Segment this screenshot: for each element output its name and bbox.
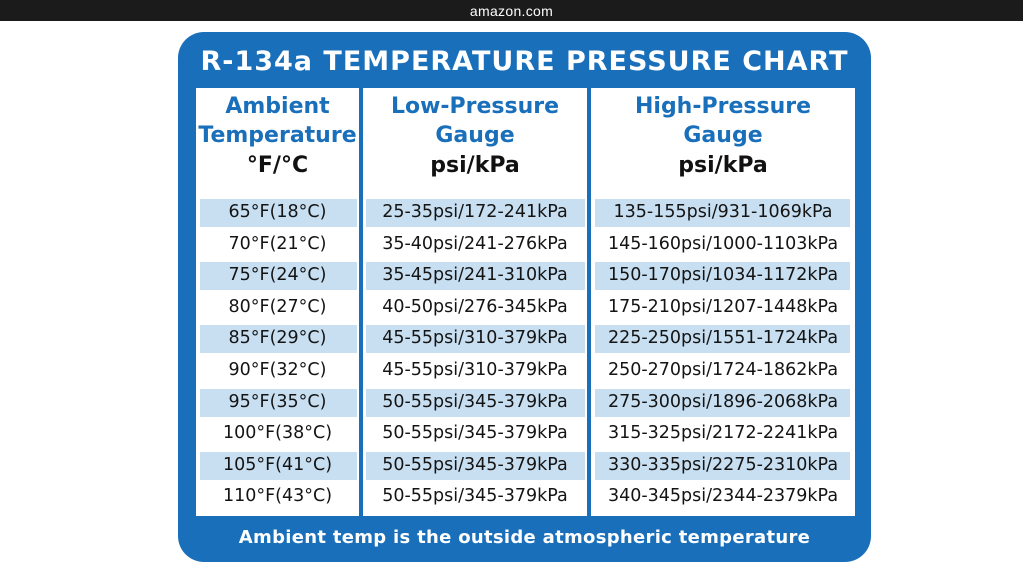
row-stripe	[366, 262, 585, 291]
pressure-chart-card: R-134a TEMPERATURE PRESSURE CHART Ambien…	[178, 32, 871, 562]
ambient-temp-cell: 75°F(24°C)	[228, 265, 327, 286]
high-pressure-cell: 145-160psi/1000-1103kPa	[607, 233, 839, 254]
header-high-pressure-gauge: High-Pressure Gauge psi/kPa	[634, 94, 811, 178]
row-stripe	[595, 325, 850, 354]
browser-top-bar: amazon.com	[0, 0, 1023, 21]
high-pressure-cell: 175-210psi/1207-1448kPa	[607, 296, 839, 317]
table-row: 80°F(27°C) 40-50psi/276-345kPa 175-210psi/…	[196, 292, 855, 323]
pressure-table: Ambient Temperature °F/°C Low-Pressure G…	[196, 88, 855, 516]
row-stripe	[366, 451, 585, 480]
high-pressure-cell: 330-335psi/2275-2310kPa	[607, 454, 839, 475]
high-pressure-cell: 250-270psi/1724-1862kPa	[607, 360, 839, 380]
ambient-temp-cell: 105°F(41°C)	[222, 454, 333, 475]
table-row: 95°F(35°C) 50-55psi/345-379kPa 275-300psi/…	[196, 387, 855, 418]
low-pressure-cell: 35-40psi/241-276kPa	[382, 233, 568, 254]
table-row: 65°F(18°C) 25-35psi/172-241kPa 135-155psi/…	[196, 197, 855, 228]
ambient-temp-cell: 90°F(32°C)	[228, 360, 327, 380]
table-row: 105°F(41°C) 50-55psi/345-379kPa 330-335psi…	[196, 450, 855, 481]
chart-title: R-134a TEMPERATURE PRESSURE CHART	[200, 46, 849, 77]
ambient-temp-cell: 80°F(27°C)	[228, 296, 327, 317]
high-pressure-cell: 135-155psi/931-1069kPa	[613, 202, 833, 222]
table-row: 110°F(43°C) 50-55psi/345-379kPa 340-345psi…	[196, 481, 855, 512]
row-stripe	[595, 451, 850, 480]
low-pressure-cell: 45-55psi/310-379kPa	[382, 328, 568, 349]
high-pressure-cell: 275-300psi/1896-2068kPa	[607, 391, 839, 412]
column-divider	[587, 88, 591, 516]
row-stripe	[595, 199, 850, 227]
header-low-pressure-gauge: Low-Pressure Gauge psi/kPa	[390, 94, 560, 178]
ambient-temp-cell: 110°F(43°C)	[222, 486, 333, 507]
table-row: 85°F(29°C) 45-55psi/310-379kPa 225-250psi/…	[196, 323, 855, 354]
row-stripe	[595, 388, 850, 417]
row-stripe	[200, 262, 357, 291]
ambient-temp-cell: 65°F(18°C)	[228, 202, 327, 222]
low-pressure-cell: 50-55psi/345-379kPa	[382, 454, 568, 475]
row-stripe	[200, 451, 357, 480]
low-pressure-cell: 25-35psi/172-241kPa	[382, 202, 568, 222]
table-row: 70°F(21°C) 35-40psi/241-276kPa 145-160psi/…	[196, 229, 855, 260]
column-divider	[359, 88, 363, 516]
row-stripe	[200, 199, 357, 227]
header-ambient-temperature: Ambient Temperature °F/°C	[198, 94, 357, 178]
table-row: 75°F(24°C) 35-45psi/241-310kPa 150-170psi/…	[196, 260, 855, 291]
chart-footnote: Ambient temp is the outside atmospheric …	[238, 527, 811, 548]
high-pressure-cell: 225-250psi/1551-1724kPa	[607, 328, 839, 349]
row-stripe	[595, 262, 850, 291]
row-stripe	[200, 325, 357, 354]
ambient-temp-cell: 70°F(21°C)	[228, 233, 327, 254]
row-stripe	[366, 325, 585, 354]
site-domain: amazon.com	[469, 2, 554, 19]
table-row: 90°F(32°C) 45-55psi/310-379kPa 250-270psi/…	[196, 355, 855, 386]
low-pressure-cell: 45-55psi/310-379kPa	[382, 360, 568, 380]
ambient-temp-cell: 95°F(35°C)	[228, 391, 327, 412]
row-stripe	[366, 388, 585, 417]
low-pressure-cell: 50-55psi/345-379kPa	[382, 423, 568, 444]
low-pressure-cell: 35-45psi/241-310kPa	[382, 265, 568, 286]
low-pressure-cell: 40-50psi/276-345kPa	[382, 296, 568, 317]
ambient-temp-cell: 85°F(29°C)	[228, 328, 327, 349]
row-stripe	[366, 199, 585, 227]
high-pressure-cell: 315-325psi/2172-2241kPa	[607, 423, 839, 444]
table-row: 100°F(38°C) 50-55psi/345-379kPa 315-325psi…	[196, 418, 855, 449]
high-pressure-cell: 150-170psi/1034-1172kPa	[607, 265, 839, 286]
row-stripe	[200, 388, 357, 417]
low-pressure-cell: 50-55psi/345-379kPa	[382, 486, 568, 507]
high-pressure-cell: 340-345psi/2344-2379kPa	[607, 486, 839, 507]
ambient-temp-cell: 100°F(38°C)	[222, 423, 333, 444]
low-pressure-cell: 50-55psi/345-379kPa	[382, 391, 568, 412]
